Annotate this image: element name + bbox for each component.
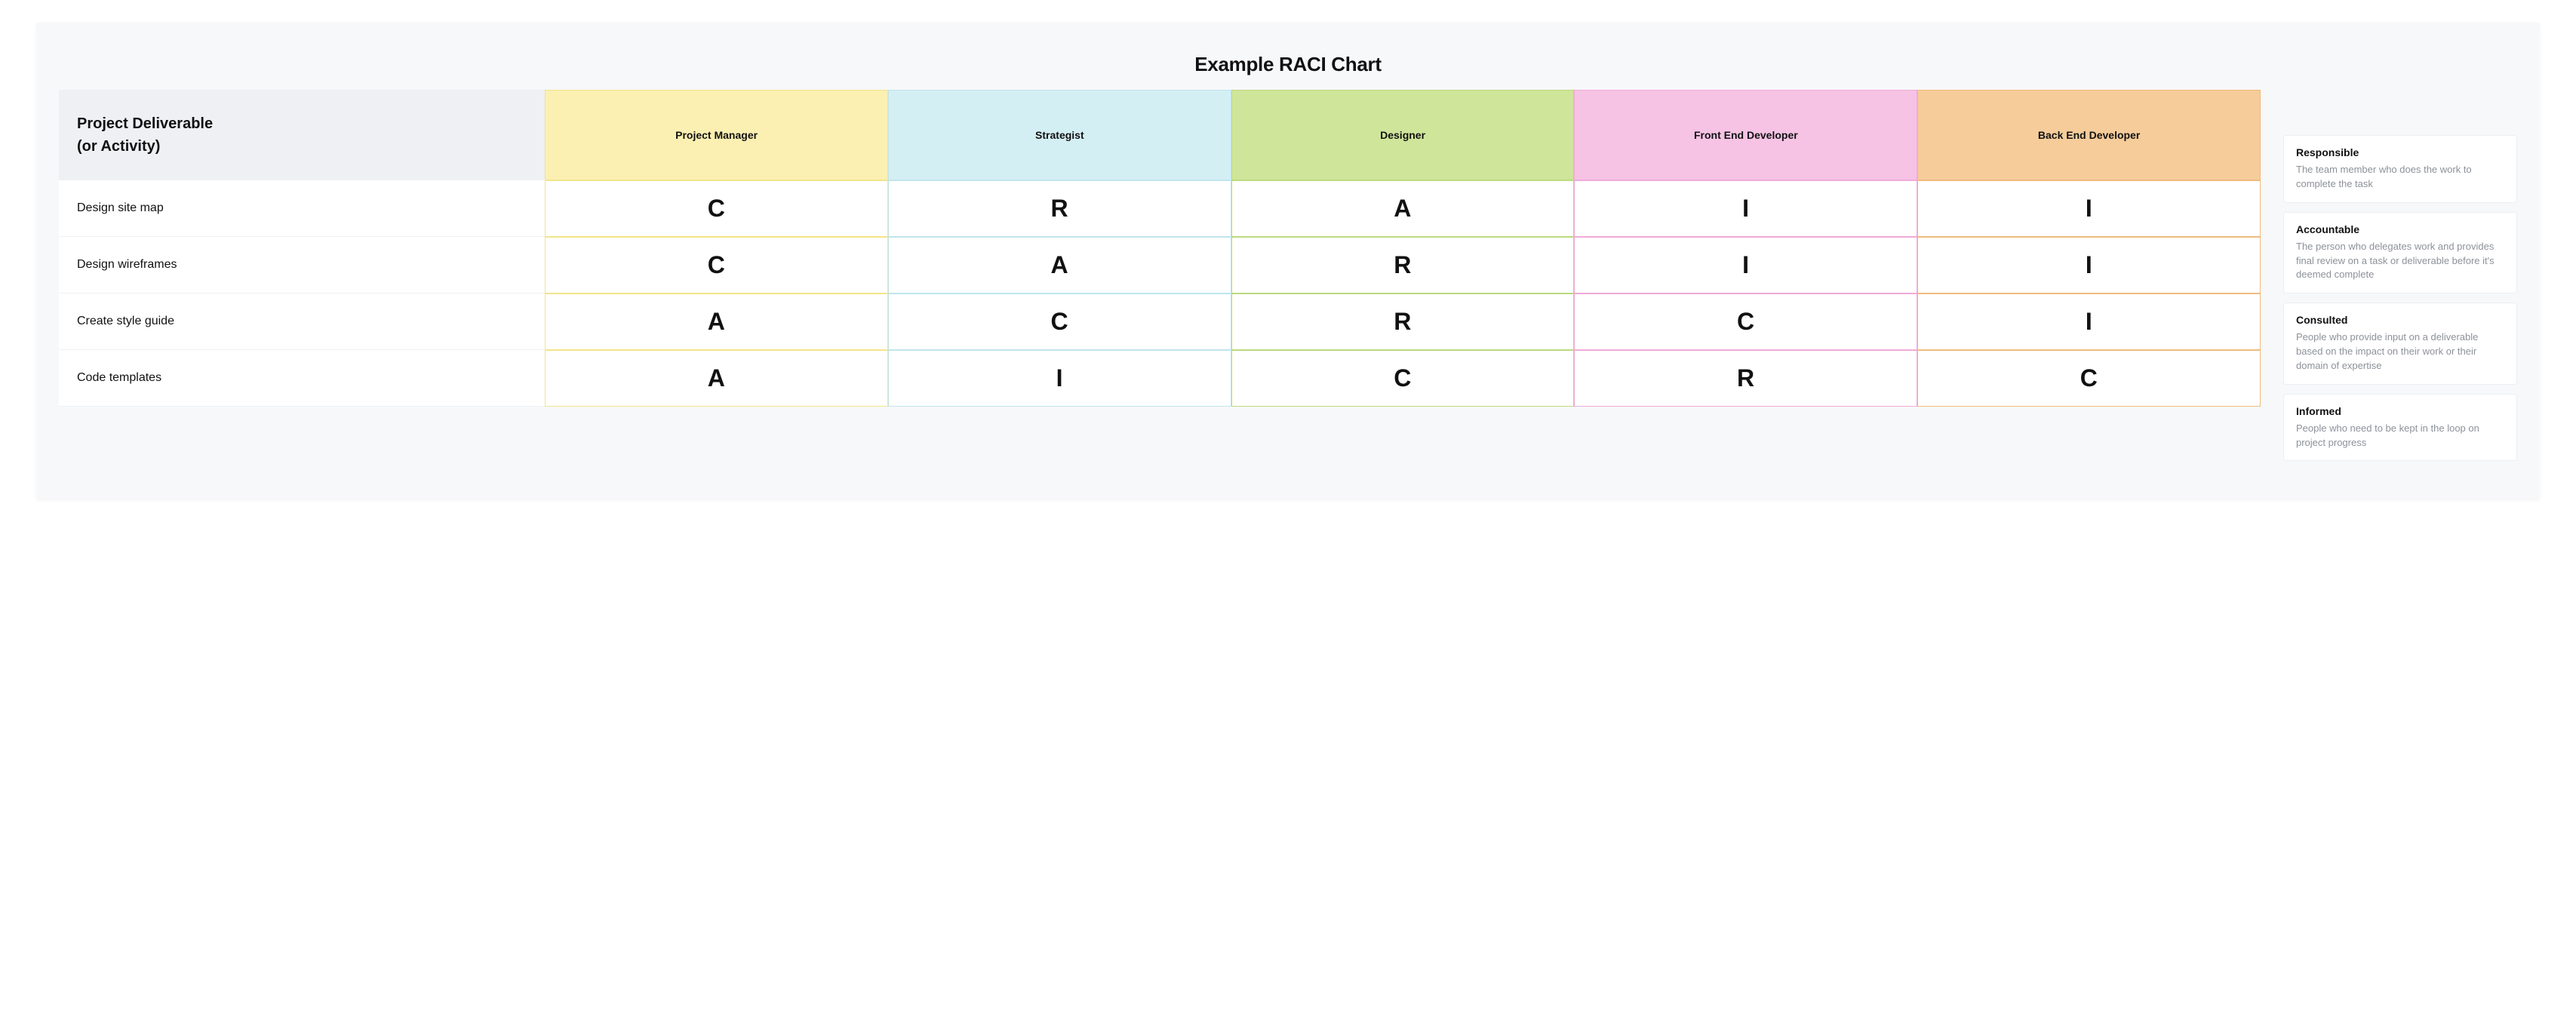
legend-term: Informed xyxy=(2296,405,2504,417)
raci-thead: Project Deliverable (or Activity) Projec… xyxy=(59,90,2261,180)
role-header-4: Back End Developer xyxy=(1917,90,2261,180)
legend-desc: The team member who does the work to com… xyxy=(2296,163,2504,192)
corner-header: Project Deliverable (or Activity) xyxy=(59,90,545,180)
legend-card: Responsible The team member who does the … xyxy=(2283,135,2517,203)
raci-cell: C xyxy=(545,180,888,237)
table-row: Design site mapCRAII xyxy=(59,180,2261,237)
legend-card: Consulted People who provide input on a d… xyxy=(2283,303,2517,385)
raci-cell: C xyxy=(1574,293,1917,350)
raci-cell: A xyxy=(545,293,888,350)
raci-cell: R xyxy=(888,180,1231,237)
legend-card: Informed People who need to be kept in th… xyxy=(2283,394,2517,462)
legend: Responsible The team member who does the … xyxy=(2283,135,2517,461)
raci-cell: I xyxy=(1574,180,1917,237)
deliverable-label: Create style guide xyxy=(59,293,545,350)
raci-cell: C xyxy=(545,237,888,293)
legend-desc: People who provide input on a deliverabl… xyxy=(2296,330,2504,373)
raci-cell: I xyxy=(1917,180,2261,237)
raci-cell: C xyxy=(1917,350,2261,407)
raci-tbody: Design site mapCRAIIDesign wireframesCAR… xyxy=(59,180,2261,407)
raci-cell: I xyxy=(1917,237,2261,293)
raci-cell: R xyxy=(1574,350,1917,407)
legend-term: Consulted xyxy=(2296,314,2504,326)
raci-panel: Example RACI Chart Project Deliverable (… xyxy=(36,23,2540,499)
content-row: Project Deliverable (or Activity) Projec… xyxy=(59,90,2517,461)
raci-table: Project Deliverable (or Activity) Projec… xyxy=(59,90,2261,407)
table-row: Design wireframesCARII xyxy=(59,237,2261,293)
role-header-3: Front End Developer xyxy=(1574,90,1917,180)
raci-cell: I xyxy=(1917,293,2261,350)
deliverable-label: Code templates xyxy=(59,350,545,407)
table-row: Code templatesAICRC xyxy=(59,350,2261,407)
chart-title: Example RACI Chart xyxy=(59,53,2517,76)
legend-term: Accountable xyxy=(2296,223,2504,235)
table-row: Create style guideACRCI xyxy=(59,293,2261,350)
deliverable-label: Design site map xyxy=(59,180,545,237)
raci-cell: R xyxy=(1231,237,1575,293)
page-root: Example RACI Chart Project Deliverable (… xyxy=(0,0,2576,544)
role-header-0: Project Manager xyxy=(545,90,888,180)
legend-card: Accountable The person who delegates work… xyxy=(2283,212,2517,294)
role-header-2: Designer xyxy=(1231,90,1575,180)
deliverable-label: Design wireframes xyxy=(59,237,545,293)
raci-cell: R xyxy=(1231,293,1575,350)
raci-cell: C xyxy=(1231,350,1575,407)
legend-desc: The person who delegates work and provid… xyxy=(2296,240,2504,283)
legend-term: Responsible xyxy=(2296,146,2504,158)
raci-cell: I xyxy=(1574,237,1917,293)
legend-desc: People who need to be kept in the loop o… xyxy=(2296,422,2504,450)
raci-cell: I xyxy=(888,350,1231,407)
raci-cell: A xyxy=(545,350,888,407)
corner-header-line1: Project Deliverable xyxy=(77,115,213,132)
raci-cell: A xyxy=(1231,180,1575,237)
raci-table-wrap: Project Deliverable (or Activity) Projec… xyxy=(59,90,2261,407)
role-header-1: Strategist xyxy=(888,90,1231,180)
raci-cell: A xyxy=(888,237,1231,293)
raci-cell: C xyxy=(888,293,1231,350)
raci-header-row: Project Deliverable (or Activity) Projec… xyxy=(59,90,2261,180)
corner-header-line2: (or Activity) xyxy=(77,138,160,155)
